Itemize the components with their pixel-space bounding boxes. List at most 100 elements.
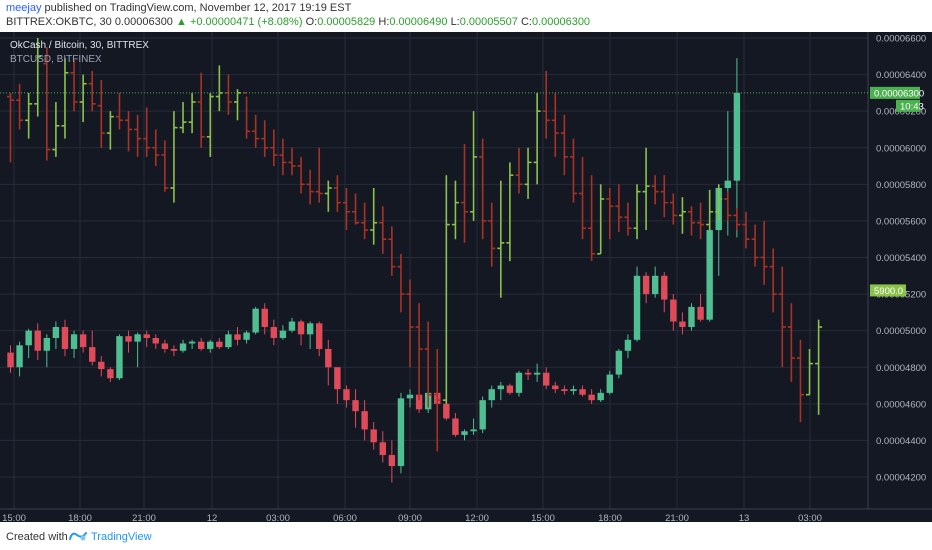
last-price-tag: 0.00006300 10:43	[870, 86, 924, 112]
btc-candle-body	[98, 361, 105, 370]
okbtc-bar	[270, 129, 278, 167]
btc-candle-body	[588, 394, 595, 401]
y-tick-label: 0.00006200	[876, 107, 926, 118]
btc-candle-body	[25, 330, 32, 346]
btc-candle-body	[306, 323, 314, 335]
btc-candle	[61, 319, 69, 357]
okbtc-bar	[751, 224, 759, 267]
x-tick-label: 12	[207, 513, 218, 522]
btc-candle-body	[370, 429, 377, 443]
btc-price-tag: 5900.0	[870, 284, 906, 297]
btc-candle	[515, 370, 523, 397]
okbtc-bar	[379, 206, 387, 254]
btc-candle-body	[343, 389, 350, 401]
btc-candle-body	[116, 336, 123, 379]
author-link[interactable]: meejay	[6, 2, 42, 14]
btc-candle-body	[334, 367, 341, 390]
okbtc-bar	[815, 319, 823, 415]
btc-candle	[70, 330, 78, 359]
btc-candle-body	[733, 92, 741, 181]
btc-candle-body	[352, 400, 359, 412]
btc-candle	[343, 385, 350, 408]
grid	[0, 32, 868, 509]
okbtc-bar	[461, 144, 468, 243]
y-tick-label: 0.00006600	[876, 34, 926, 45]
btc-candle	[588, 389, 595, 404]
btc-candle	[288, 317, 296, 333]
btc-candle	[170, 345, 178, 357]
btc-candle	[570, 385, 577, 395]
btc-candle	[670, 294, 677, 331]
okbtc-bar	[433, 348, 441, 452]
okbtc-bar	[106, 111, 114, 150]
okbtc-bar	[470, 111, 478, 221]
y-tick-label: 0.00004800	[876, 363, 926, 374]
okbtc-bar	[424, 321, 432, 408]
btc-candle-body	[261, 308, 268, 328]
okbtc-bar	[769, 248, 777, 313]
btc-candle-body	[234, 334, 241, 340]
footer: Created with TradingView	[0, 522, 932, 550]
btc-candle	[197, 337, 205, 351]
btc-candle-body	[570, 389, 577, 392]
btc-candle	[561, 385, 568, 395]
time-axis[interactable]: 15:00 18:00 21:00 12 03:00 06:00 09:00 12:00 15:…	[2, 513, 822, 522]
up-arrow-icon: ▲	[176, 16, 187, 28]
okbtc-bar	[724, 191, 732, 221]
x-tick-label: 18:00	[68, 513, 92, 522]
created-with-text: Created with	[6, 531, 68, 543]
btc-candle	[43, 334, 51, 368]
tradingview-logo-icon	[69, 532, 87, 541]
x-tick-label: 03:00	[266, 513, 290, 522]
btc-candle	[679, 312, 686, 335]
btc-candle-body	[533, 372, 541, 375]
okbtc-series	[7, 38, 823, 452]
okbtc-bar	[333, 175, 341, 212]
okbtc-bar	[633, 184, 641, 240]
btc-candle-body	[415, 394, 423, 410]
okbtc-bar	[97, 80, 105, 148]
btc-candle	[688, 303, 695, 331]
btc-candle-body	[297, 321, 305, 335]
btc-candle	[334, 367, 341, 404]
btc-candle-body	[70, 334, 78, 349]
btc-candle	[325, 339, 332, 386]
btc-candle	[116, 334, 123, 381]
btc-candle	[615, 348, 623, 379]
btc-candle-body	[79, 334, 87, 348]
okbtc-bar	[669, 193, 677, 225]
okbtc-bar	[415, 303, 423, 401]
btc-candle-body	[143, 334, 150, 338]
okbtc-bar	[70, 59, 78, 112]
x-tick-label: 09:00	[398, 513, 422, 522]
okbtc-bar	[806, 348, 814, 396]
btc-candle	[506, 383, 514, 395]
okbtc-bar	[515, 147, 523, 194]
okbtc-bar	[569, 138, 577, 203]
ohlc-line: BITTREX:OKBTC, 30 0.00006300 ▲ +0.000004…	[6, 16, 590, 28]
btc-candle-body	[706, 230, 713, 320]
price-chart[interactable]: 0.00006600 0.00006400 0.00006200 0.00006000…	[0, 32, 932, 522]
chart-area[interactable]: 0.00006600 0.00006400 0.00006200 0.00006000…	[0, 32, 932, 522]
btc-candle-body	[461, 431, 468, 435]
btc-candle-body	[679, 321, 686, 328]
y-tick-label: 0.00005000	[876, 326, 926, 337]
y-tick-label: 0.00006400	[876, 70, 926, 81]
okbtc-bar	[733, 208, 741, 231]
tradingview-brand-link[interactable]: TradingView	[91, 531, 152, 543]
btc-candle	[306, 321, 314, 349]
symbol-label: BITTREX:OKBTC, 30	[6, 16, 112, 28]
okbtc-bar	[796, 339, 804, 423]
okbtc-bar	[542, 70, 550, 139]
btc-candle-body	[552, 385, 559, 390]
btc-candle-body	[361, 411, 368, 430]
btc-candle	[706, 224, 713, 322]
btc-price-value: 5900.0	[874, 286, 903, 297]
btc-candle-body	[43, 337, 51, 351]
okbtc-bar	[16, 83, 24, 130]
btc-candle	[397, 392, 405, 474]
btc-candle	[134, 332, 141, 368]
btc-candle-body	[597, 392, 604, 401]
btc-candle-body	[670, 299, 677, 322]
okbtc-bar	[197, 72, 205, 148]
